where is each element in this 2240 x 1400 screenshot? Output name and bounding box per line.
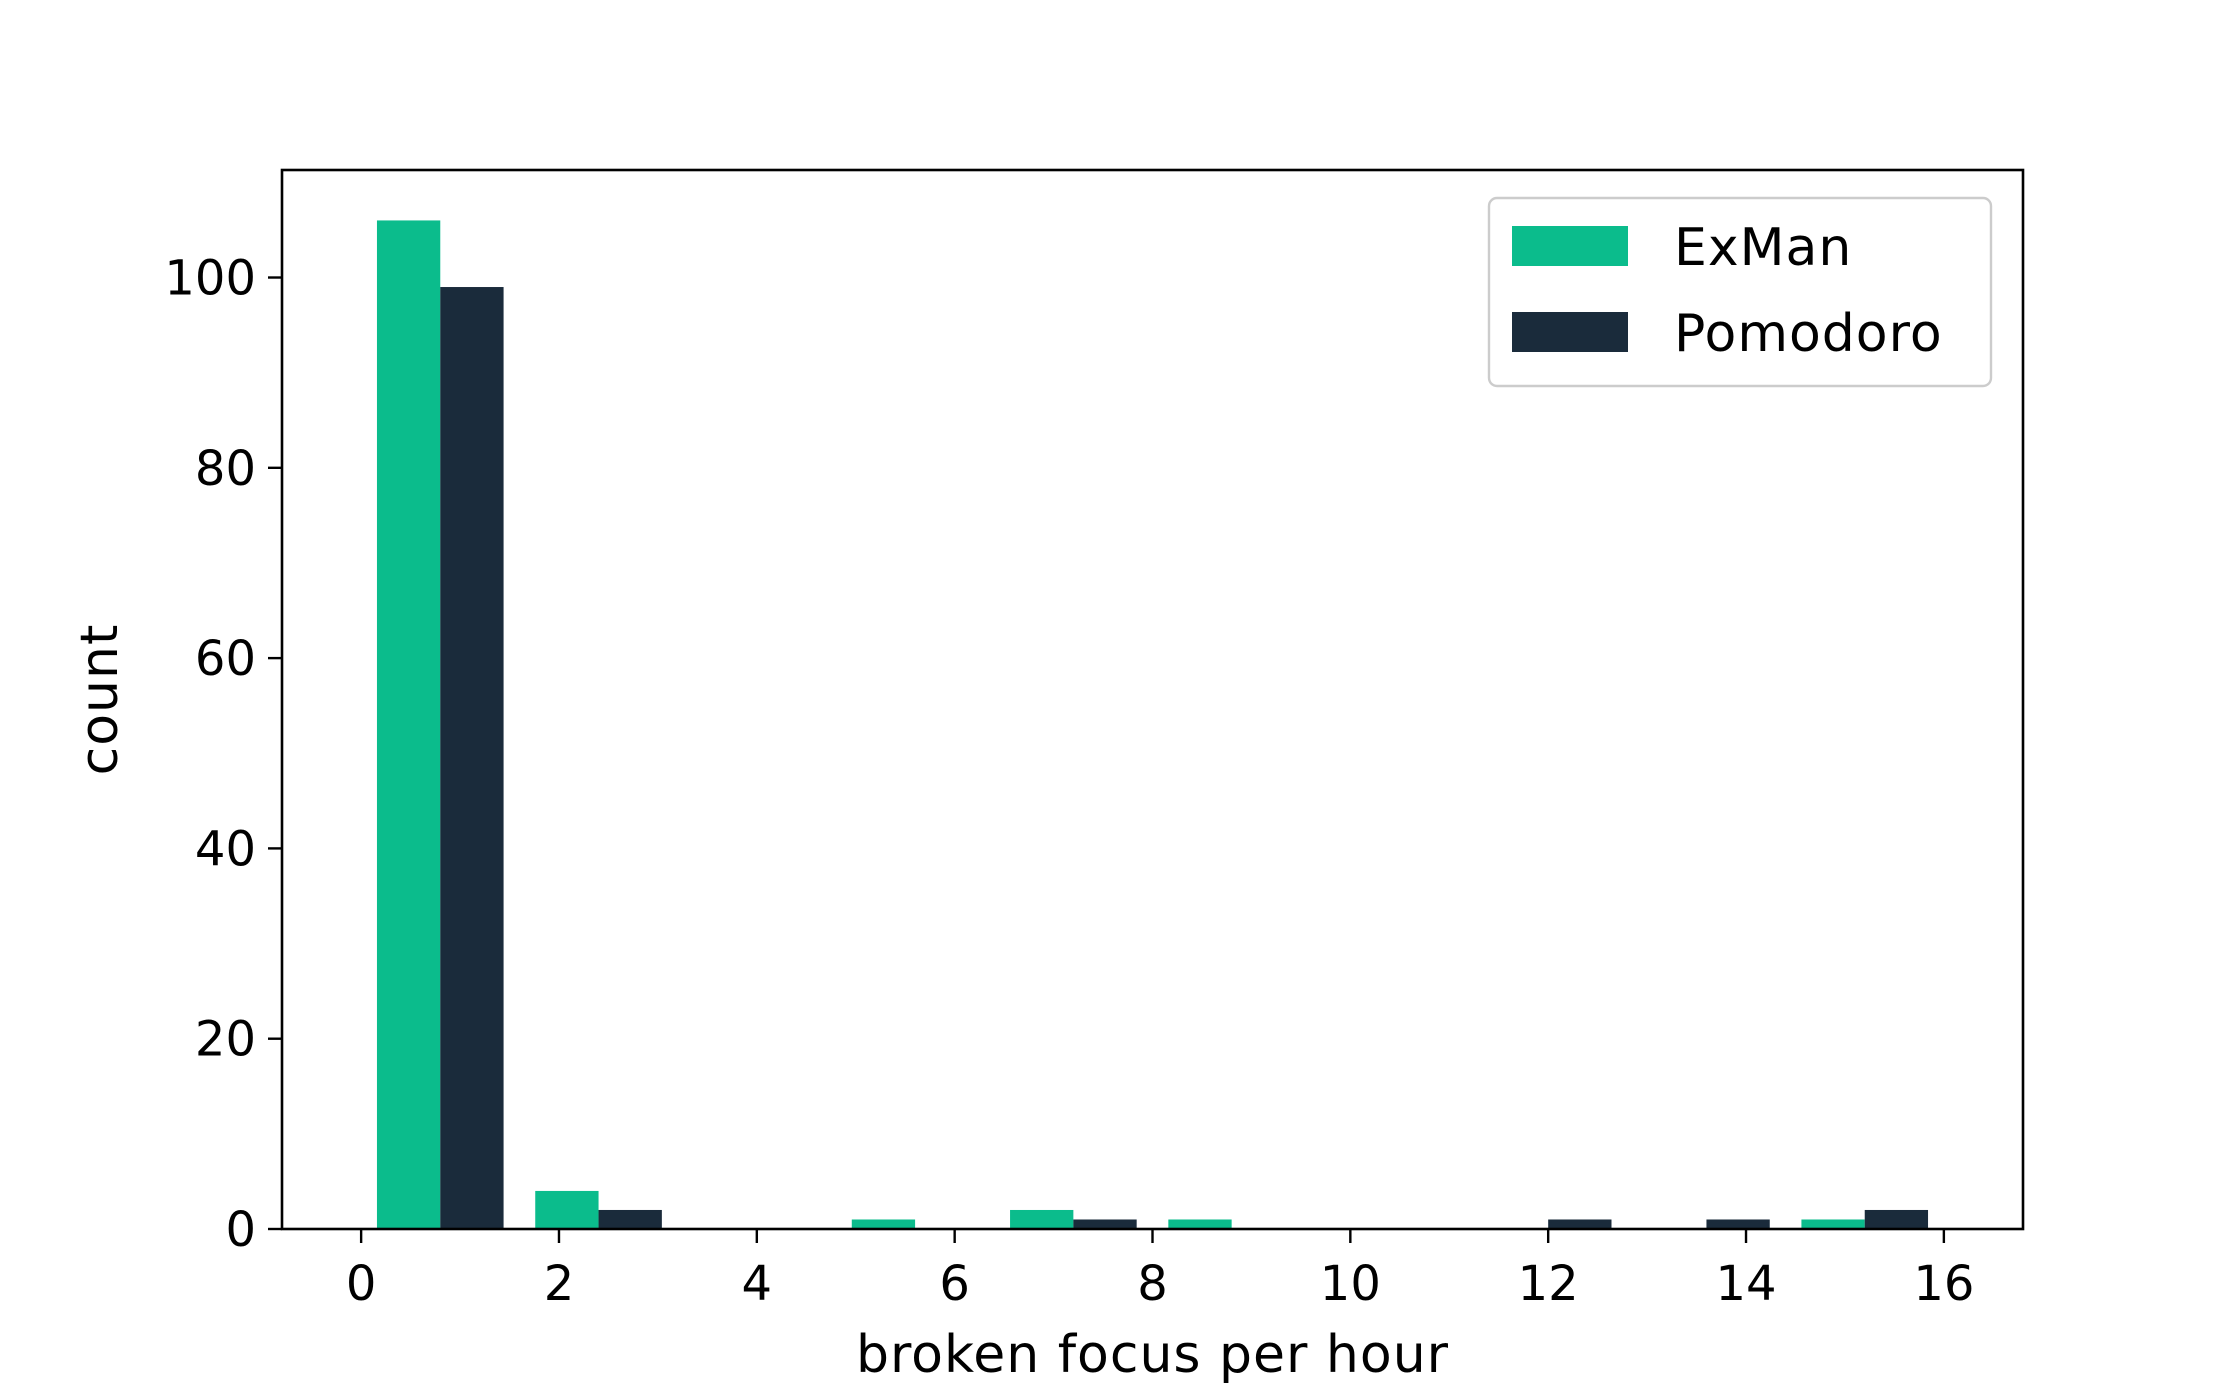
bar-exman-bin-5 — [1168, 1219, 1232, 1229]
bar-pomodoro-bin-8 — [1706, 1219, 1770, 1229]
bar-pomodoro-bin-7 — [1548, 1219, 1612, 1229]
bar-exman-bin-0 — [376, 220, 441, 1229]
y-tick-label: 0 — [225, 1202, 256, 1258]
x-tick-label: 14 — [1715, 1256, 1776, 1312]
y-tick-label: 80 — [195, 441, 256, 497]
x-tick-label: 10 — [1320, 1256, 1381, 1312]
x-tick-label: 6 — [939, 1256, 970, 1312]
legend-swatch-exman — [1512, 226, 1628, 266]
x-axis-label: broken focus per hour — [856, 1325, 1449, 1385]
x-tick-label: 4 — [742, 1256, 773, 1312]
legend-label-exman: ExMan — [1674, 218, 1852, 278]
bar-pomodoro-bin-9 — [1864, 1209, 1929, 1229]
y-tick-label: 100 — [164, 251, 256, 307]
legend-swatch-pomodoro — [1512, 312, 1628, 352]
y-tick-label: 60 — [195, 631, 256, 687]
bar-pomodoro-bin-4 — [1073, 1219, 1137, 1229]
x-tick-label: 12 — [1518, 1256, 1579, 1312]
y-axis-label: count — [70, 624, 130, 776]
bar-exman-bin-4 — [1010, 1209, 1074, 1229]
y-tick-label: 40 — [195, 821, 256, 877]
x-axis-ticks: 0 2 4 6 8 10 12 14 16 — [346, 1229, 1974, 1312]
x-tick-label: 8 — [1137, 1256, 1168, 1312]
x-tick-label: 16 — [1913, 1256, 1974, 1312]
x-tick-label: 2 — [544, 1256, 575, 1312]
y-tick-label: 20 — [195, 1012, 256, 1068]
y-axis-ticks: 0 20 40 60 80 100 — [164, 251, 282, 1258]
legend: ExMan Pomodoro — [1487, 196, 1993, 388]
bar-exman-bin-9 — [1801, 1219, 1865, 1229]
legend-label-pomodoro: Pomodoro — [1674, 304, 1943, 364]
bar-pomodoro-bin-1 — [598, 1209, 662, 1229]
bar-exman-bin-3 — [851, 1219, 916, 1229]
bar-exman-bin-1 — [535, 1190, 599, 1229]
bars-layer — [376, 220, 1929, 1229]
x-tick-label: 0 — [346, 1256, 377, 1312]
bar-pomodoro-bin-0 — [440, 287, 504, 1229]
